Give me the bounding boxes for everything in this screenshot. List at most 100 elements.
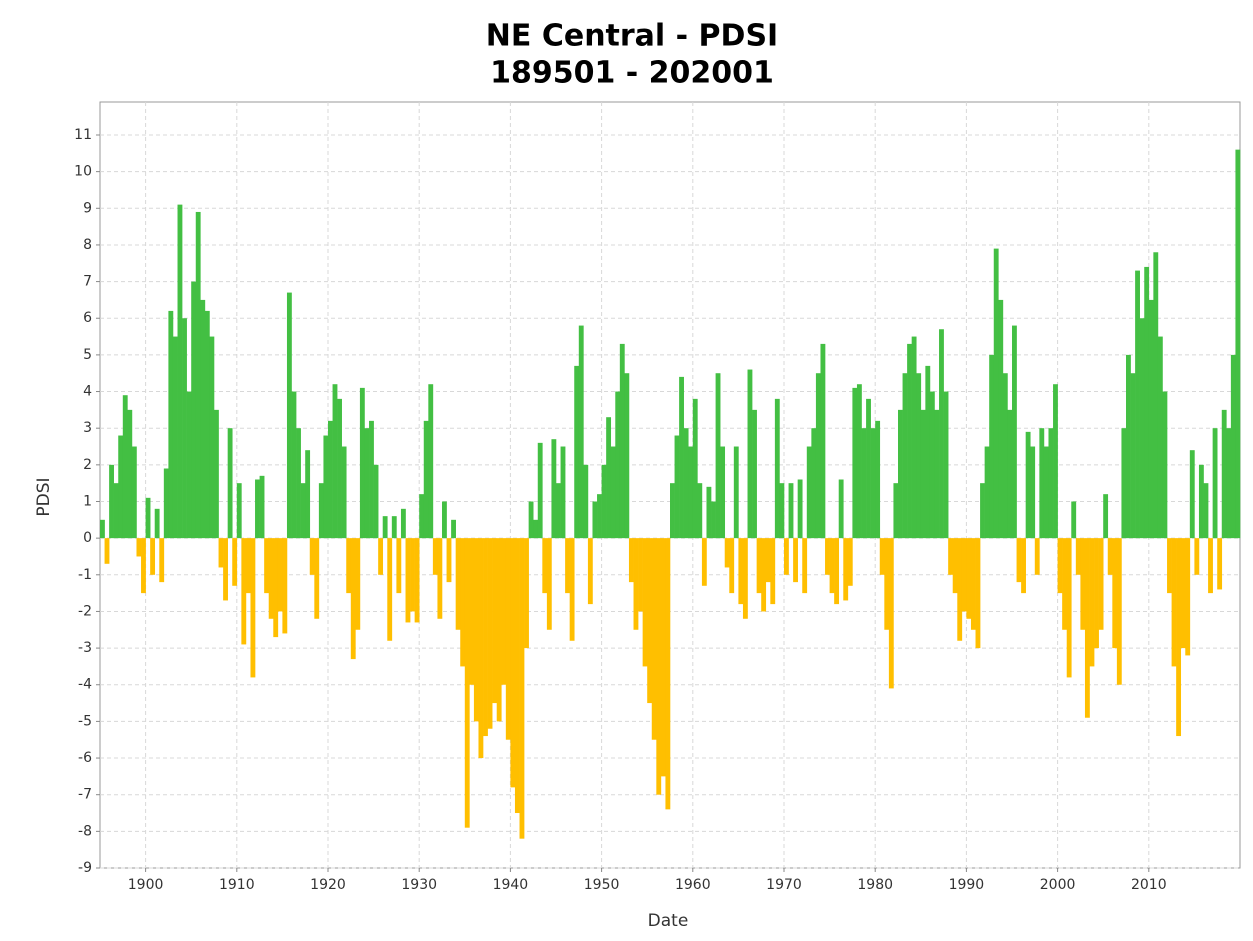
bar — [660, 538, 666, 777]
bar — [843, 538, 849, 601]
bar — [1002, 373, 1008, 539]
bar — [341, 446, 347, 539]
y-tick-label: 9 — [83, 200, 92, 216]
bar — [888, 538, 894, 689]
bar — [551, 439, 557, 539]
bar — [929, 391, 935, 539]
bar — [109, 464, 114, 539]
bar — [866, 398, 871, 539]
bar — [592, 501, 598, 539]
y-tick-label: 8 — [83, 237, 92, 253]
y-axis-label: PDSI — [34, 477, 54, 516]
bar — [1157, 336, 1163, 539]
bar — [797, 479, 803, 539]
bar — [542, 538, 548, 594]
bar — [414, 538, 420, 623]
bar — [218, 538, 224, 568]
bar — [1094, 538, 1099, 649]
y-tick-label: -2 — [78, 603, 92, 619]
bar — [1066, 538, 1072, 678]
bar — [1230, 354, 1236, 539]
bar — [1084, 538, 1090, 718]
x-tick-label: 1990 — [949, 877, 985, 893]
bar — [1171, 538, 1177, 667]
bar — [765, 538, 771, 583]
bar — [204, 310, 210, 539]
y-tick-label: -5 — [78, 713, 92, 729]
bar — [186, 391, 192, 539]
bar — [774, 398, 780, 539]
bar — [118, 435, 124, 539]
x-tick-label: 2000 — [1040, 877, 1076, 893]
bar — [565, 538, 570, 594]
bar — [556, 483, 561, 539]
bar — [428, 384, 434, 539]
y-tick-label: 10 — [74, 164, 92, 180]
bar — [1185, 538, 1191, 656]
bar — [957, 538, 963, 641]
bar — [1107, 538, 1113, 575]
bar — [177, 204, 183, 539]
bar — [1062, 538, 1068, 630]
bar — [1089, 538, 1095, 667]
bar — [1043, 446, 1049, 539]
bar — [141, 538, 146, 594]
bar — [191, 281, 197, 539]
bar — [172, 336, 178, 539]
bar — [980, 483, 985, 539]
x-tick-label: 1940 — [493, 877, 529, 893]
bar — [1116, 538, 1122, 685]
bar — [419, 494, 425, 539]
bar — [688, 446, 694, 539]
bar — [770, 538, 776, 605]
y-tick-label: 3 — [83, 420, 92, 436]
bar — [742, 538, 748, 619]
bar — [633, 538, 639, 630]
bar — [825, 538, 830, 575]
bar — [665, 538, 671, 810]
bar — [1103, 494, 1109, 539]
bar — [911, 336, 917, 539]
bar — [1016, 538, 1022, 583]
bar — [569, 538, 575, 641]
bar — [159, 538, 165, 583]
bar — [1194, 538, 1200, 575]
bar — [724, 538, 730, 568]
bar — [998, 299, 1004, 539]
bar — [916, 373, 922, 539]
bar — [442, 501, 447, 539]
bar — [902, 373, 908, 539]
bar — [1167, 538, 1172, 594]
bar — [656, 538, 662, 795]
bar — [1034, 538, 1040, 575]
bar — [961, 538, 967, 612]
bar — [1053, 384, 1058, 539]
bar — [537, 442, 543, 539]
bar — [628, 538, 634, 583]
bar — [227, 428, 233, 539]
bar — [533, 519, 539, 539]
bar — [966, 538, 972, 619]
bar — [674, 435, 680, 539]
y-tick-label: -1 — [78, 567, 92, 583]
bar — [1112, 538, 1118, 649]
bar — [788, 483, 794, 539]
bar — [952, 538, 958, 594]
bar — [264, 538, 270, 594]
bar — [524, 538, 529, 649]
bar — [820, 343, 826, 539]
bar — [834, 538, 840, 605]
bar — [1057, 538, 1063, 594]
bar — [1021, 538, 1026, 594]
bar — [1180, 538, 1186, 649]
bar — [163, 468, 169, 539]
chart-title: NE Central - PDSI — [486, 19, 778, 54]
x-tick-label: 1930 — [401, 877, 437, 893]
bar — [984, 446, 990, 539]
bar — [286, 292, 292, 539]
bar — [282, 538, 288, 634]
bar — [214, 409, 219, 539]
bar — [615, 391, 621, 539]
bar — [100, 519, 105, 539]
bar — [378, 538, 384, 575]
